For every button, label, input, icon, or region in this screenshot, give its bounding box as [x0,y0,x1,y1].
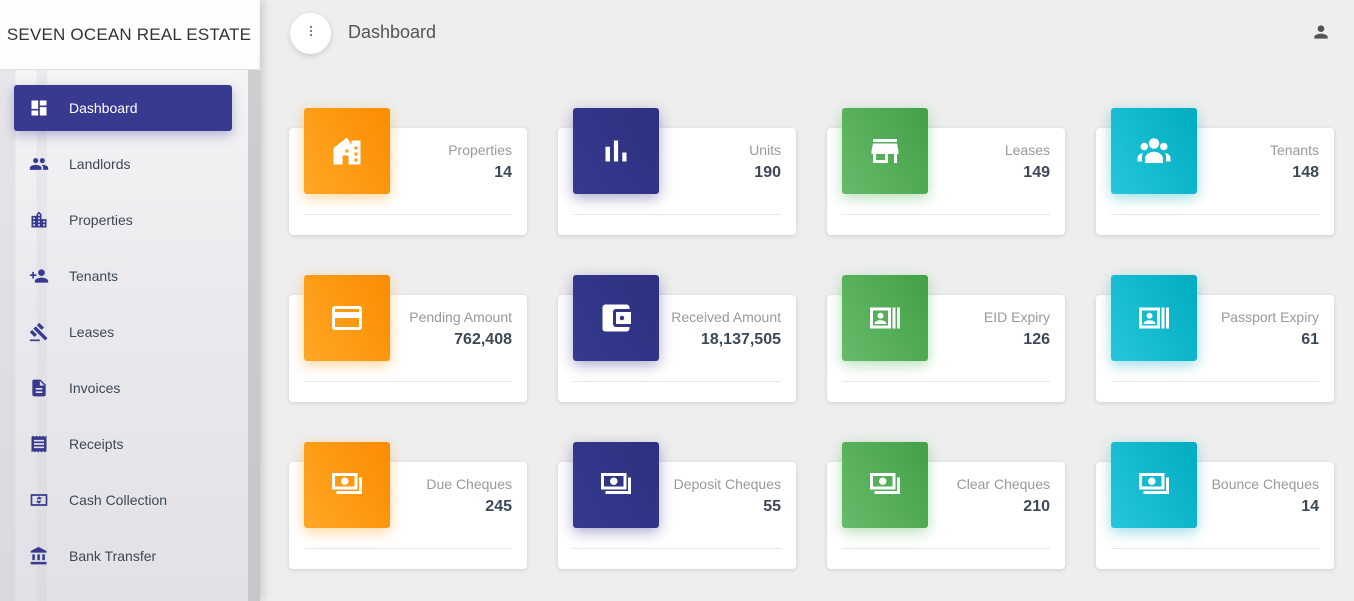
sidebar-nav: Dashboard Landlords Properties Tenants L… [14,85,232,589]
sidebar-item-label: Dashboard [69,100,138,116]
credit-card-icon [304,275,390,361]
receipt-icon [28,433,50,455]
page-title: Dashboard [348,22,437,42]
card-divider [573,214,781,215]
bar-chart-icon [573,108,659,194]
card-label: Tenants [1269,142,1319,158]
sidebar-item-label: Cash Collection [69,492,168,508]
card-label: Leases [1004,142,1050,158]
card-value: 126 [1023,331,1050,348]
card-label: Deposit Cheques [673,476,781,492]
brand-title[interactable]: SEVEN OCEAN REAL ESTATE [0,0,258,70]
sidebar-item-landlords[interactable]: Landlords [14,141,232,187]
money-icon [1111,442,1197,528]
sidebar-item-cash-collection[interactable]: Cash Collection [14,477,232,523]
stat-card-tenants[interactable]: Tenants 148 [1096,108,1334,235]
card-divider [842,548,1050,549]
card-divider [1111,548,1319,549]
stat-card-bounce-cheques[interactable]: Bounce Cheques 14 [1096,442,1334,569]
card-value: 55 [763,498,781,515]
money-icon [573,442,659,528]
card-label: Clear Cheques [956,476,1050,492]
document-icon [28,377,50,399]
id-card-icon [842,275,928,361]
stat-card-units[interactable]: Units 190 [558,108,796,235]
card-divider [304,214,512,215]
sidebar-item-dashboard[interactable]: Dashboard [14,85,232,131]
building-icon [28,209,50,231]
store-icon [842,108,928,194]
card-divider [842,214,1050,215]
wallet-icon [573,275,659,361]
sidebar-item-label: Bank Transfer [69,548,157,564]
stat-card-clear-cheques[interactable]: Clear Cheques 210 [827,442,1065,569]
card-value: 18,137,505 [700,331,781,348]
card-value: 762,408 [454,331,512,348]
house-icon [304,108,390,194]
card-divider [1111,214,1319,215]
stat-card-deposit-cheques[interactable]: Deposit Cheques 55 [558,442,796,569]
cash-icon [28,489,50,511]
sidebar-item-bank-transfer[interactable]: Bank Transfer [14,533,232,579]
money-icon [842,442,928,528]
sidebar-item-label: Tenants [69,268,119,284]
card-value: 245 [485,498,512,515]
card-label: EID Expiry [983,309,1050,325]
sidebar-item-leases[interactable]: Leases [14,309,232,355]
bank-icon [28,545,50,567]
dashboard-icon [28,97,50,119]
stat-card-properties[interactable]: Properties 14 [289,108,527,235]
card-label: Pending Amount [409,309,512,325]
money-icon [304,442,390,528]
sidebar-scrollbar[interactable] [248,70,260,601]
group-icon [1111,108,1197,194]
card-label: Bounce Cheques [1211,476,1319,492]
sidebar-item-label: Landlords [69,156,131,172]
card-label: Units [749,142,781,158]
sidebar-item-properties[interactable]: Properties [14,197,232,243]
card-divider [1111,381,1319,382]
card-divider [304,381,512,382]
card-value: 61 [1301,331,1319,348]
stat-card-due-cheques[interactable]: Due Cheques 245 [289,442,527,569]
card-value: 14 [494,164,512,181]
more-vertical-icon [304,24,318,43]
sidebar-item-label: Properties [69,212,133,228]
person-icon [1311,25,1331,46]
card-divider [573,548,781,549]
card-divider [304,548,512,549]
person-add-icon [28,265,50,287]
sidebar-item-receipts[interactable]: Receipts [14,421,232,467]
sidebar-item-tenants[interactable]: Tenants [14,253,232,299]
sidebar: SEVEN OCEAN REAL ESTATE Dashboard Landlo… [0,0,260,601]
card-divider [842,381,1050,382]
card-label: Received Amount [671,309,781,325]
user-account-button[interactable] [1311,22,1331,42]
stat-card-leases[interactable]: Leases 149 [827,108,1065,235]
card-value: 148 [1292,164,1319,181]
card-label: Due Cheques [426,476,512,492]
gavel-icon [28,321,50,343]
people-icon [28,153,50,175]
card-value: 210 [1023,498,1050,515]
card-value: 149 [1023,164,1050,181]
sidebar-item-invoices[interactable]: Invoices [14,365,232,411]
card-label: Passport Expiry [1220,309,1319,325]
stat-card-eid-expiry[interactable]: EID Expiry 126 [827,275,1065,402]
card-value: 14 [1301,498,1319,515]
more-menu-button[interactable] [290,13,331,54]
card-label: Properties [448,142,512,158]
card-divider [573,381,781,382]
stat-card-passport-expiry[interactable]: Passport Expiry 61 [1096,275,1334,402]
card-value: 190 [754,164,781,181]
sidebar-item-label: Invoices [69,380,121,396]
sidebar-item-label: Leases [69,324,115,340]
sidebar-item-label: Receipts [69,436,124,452]
stat-card-received-amount[interactable]: Received Amount 18,137,505 [558,275,796,402]
id-card-icon [1111,275,1197,361]
stat-card-pending-amount[interactable]: Pending Amount 762,408 [289,275,527,402]
